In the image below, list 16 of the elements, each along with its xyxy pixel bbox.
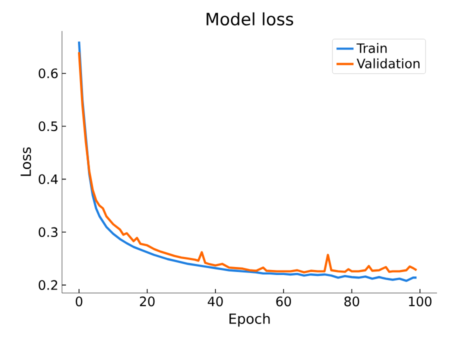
x-tick-label: 60 <box>276 296 291 306</box>
x-tick-label: 20 <box>140 296 155 306</box>
x-tick-label: 100 <box>409 296 432 306</box>
y-tick-label: 0.5 <box>38 121 58 132</box>
y-tick-label: 0.6 <box>38 68 58 78</box>
y-axis-title: Loss <box>20 147 32 176</box>
legend-label: Train <box>356 43 387 54</box>
y-tick-label: 0.4 <box>38 174 58 184</box>
x-tick-label: 80 <box>344 296 360 306</box>
legend-label: Validation <box>356 58 420 68</box>
chart-title: Model loss <box>206 12 294 26</box>
x-tick-label: 40 <box>208 296 223 306</box>
y-tick-label: 0.3 <box>38 227 58 238</box>
x-axis-title: Epoch <box>230 313 270 327</box>
y-tick-label: 0.2 <box>38 280 58 290</box>
x-tick-label: 0 <box>76 296 82 306</box>
